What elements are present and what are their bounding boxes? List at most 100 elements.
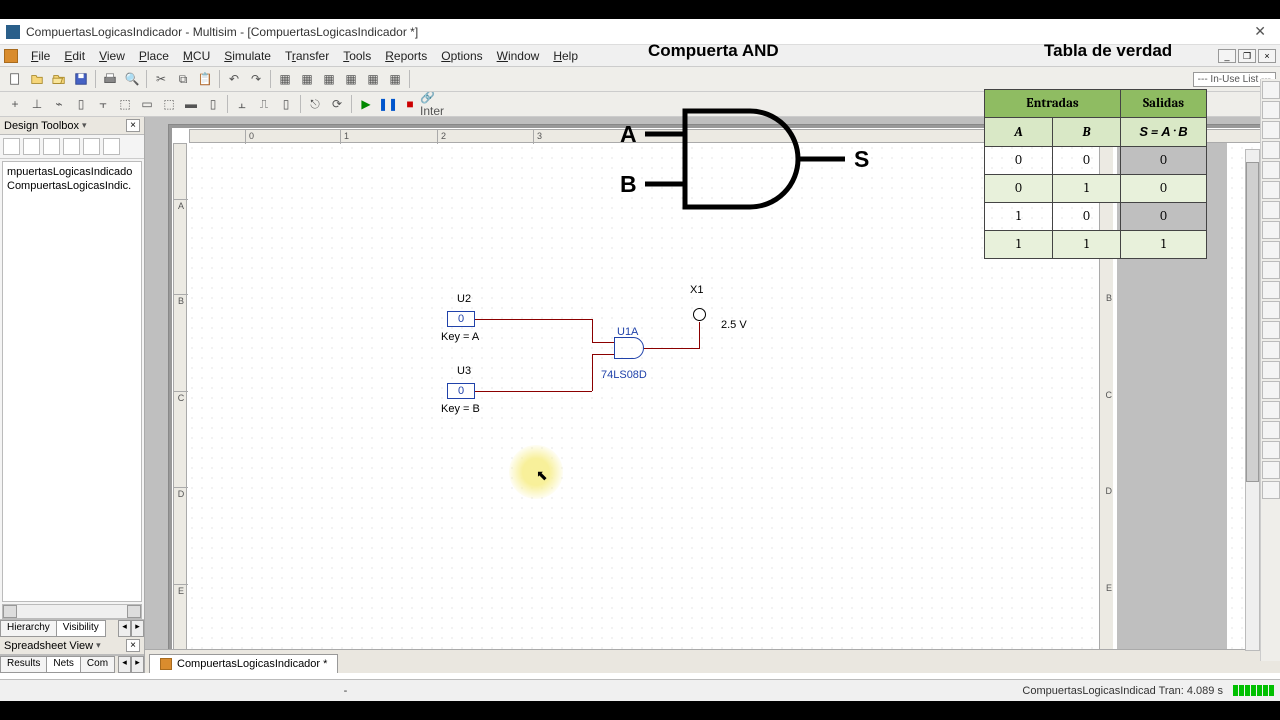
grid2-icon[interactable]: ▦ (297, 69, 317, 89)
spreadsheet-close-icon[interactable]: × (126, 639, 140, 652)
menu-simulate[interactable]: Simulate (217, 47, 278, 65)
menu-tools[interactable]: Tools (336, 47, 378, 65)
comp1-icon[interactable]: ⊥ (27, 94, 47, 114)
grid3-icon[interactable]: ▦ (319, 69, 339, 89)
run-icon[interactable]: ▶ (356, 94, 376, 114)
place-icon[interactable]: + (5, 94, 25, 114)
instr-icon[interactable] (1262, 201, 1280, 219)
menu-reports[interactable]: Reports (378, 47, 434, 65)
menu-file[interactable]: File (24, 47, 57, 65)
undo-icon[interactable]: ↶ (224, 69, 244, 89)
comp12-icon[interactable]: ▯ (276, 94, 296, 114)
comp5-icon[interactable]: ⬚ (115, 94, 135, 114)
instr-icon[interactable] (1262, 281, 1280, 299)
redo-icon[interactable]: ↷ (246, 69, 266, 89)
instr-icon[interactable] (1262, 341, 1280, 359)
print-icon[interactable] (100, 69, 120, 89)
instr-icon[interactable] (1262, 161, 1280, 179)
interactive-icon[interactable]: 🔗 Inter (422, 94, 442, 114)
instr-icon[interactable] (1262, 141, 1280, 159)
comp9-icon[interactable]: ▯ (203, 94, 223, 114)
mdi-min-icon[interactable]: _ (1218, 49, 1236, 63)
tbico1-icon[interactable] (3, 138, 20, 155)
tbico5-icon[interactable] (83, 138, 100, 155)
file-tab[interactable]: CompuertasLogicasIndicador * (149, 654, 338, 673)
tab-prev-icon[interactable]: ◂ (118, 620, 131, 637)
instr-icon[interactable] (1262, 81, 1280, 99)
instr-icon[interactable] (1262, 401, 1280, 419)
close-icon[interactable]: ✕ (1246, 23, 1274, 40)
instr-icon[interactable] (1262, 241, 1280, 259)
comp7-icon[interactable]: ⬚ (159, 94, 179, 114)
instr-icon[interactable] (1262, 321, 1280, 339)
instr-icon[interactable] (1262, 421, 1280, 439)
comp10-icon[interactable]: ⫠ (232, 94, 252, 114)
comp6-icon[interactable]: ▭ (137, 94, 157, 114)
comp2-icon[interactable]: ⌁ (49, 94, 69, 114)
menu-view[interactable]: View (92, 47, 132, 65)
comp4-icon[interactable]: ⫟ (93, 94, 113, 114)
tab-next-icon[interactable]: ▸ (131, 620, 144, 637)
pause-icon[interactable]: ❚❚ (378, 94, 398, 114)
new-icon[interactable] (5, 69, 25, 89)
tab-nets[interactable]: Nets (46, 656, 81, 673)
mdi-close-icon[interactable]: × (1258, 49, 1276, 63)
scroll-thumb[interactable] (1246, 162, 1259, 482)
tree-item[interactable]: CompuertasLogicasIndic. (5, 179, 139, 193)
instr-icon[interactable] (1262, 261, 1280, 279)
switch-u3[interactable]: 0 (447, 383, 475, 399)
tree-hscroll[interactable] (2, 604, 142, 619)
cut-icon[interactable]: ✂ (151, 69, 171, 89)
instr-icon[interactable] (1262, 441, 1280, 459)
tab-prev-icon[interactable]: ◂ (118, 656, 131, 673)
toolbox-close-icon[interactable]: × (126, 119, 140, 132)
tbico3-icon[interactable] (43, 138, 60, 155)
menu-help[interactable]: Help (546, 47, 585, 65)
canvas-vscroll[interactable] (1245, 149, 1260, 651)
comp13-icon[interactable]: ⎋ (305, 94, 325, 114)
grid5-icon[interactable]: ▦ (363, 69, 383, 89)
paste-icon[interactable]: 📋 (195, 69, 215, 89)
grid1-icon[interactable]: ▦ (275, 69, 295, 89)
comp14-icon[interactable]: ⟳ (327, 94, 347, 114)
grid4-icon[interactable]: ▦ (341, 69, 361, 89)
tab-visibility[interactable]: Visibility (56, 620, 106, 637)
save-icon[interactable] (71, 69, 91, 89)
design-tree[interactable]: mpuertasLogicasIndicado CompuertasLogica… (2, 161, 142, 602)
preview-icon[interactable]: 🔍 (122, 69, 142, 89)
instr-icon[interactable] (1262, 301, 1280, 319)
menu-transfer[interactable]: Transfer (278, 47, 336, 65)
comp3-icon[interactable]: ▯ (71, 94, 91, 114)
menu-window[interactable]: Window (490, 47, 547, 65)
grid6-icon[interactable]: ▦ (385, 69, 405, 89)
tbico4-icon[interactable] (63, 138, 80, 155)
tbico2-icon[interactable] (23, 138, 40, 155)
tab-hierarchy[interactable]: Hierarchy (0, 620, 57, 637)
instr-icon[interactable] (1262, 481, 1280, 499)
instr-icon[interactable] (1262, 101, 1280, 119)
instr-icon[interactable] (1262, 121, 1280, 139)
open-icon[interactable] (27, 69, 47, 89)
instr-icon[interactable] (1262, 381, 1280, 399)
probe-x1[interactable] (693, 308, 706, 321)
open2-icon[interactable] (49, 69, 69, 89)
stop-icon[interactable]: ■ (400, 94, 420, 114)
comp8-icon[interactable]: ▬ (181, 94, 201, 114)
and-gate[interactable] (614, 337, 644, 359)
menu-place[interactable]: Place (132, 47, 176, 65)
pin-icon[interactable]: ▾ (82, 120, 87, 131)
instr-icon[interactable] (1262, 461, 1280, 479)
instr-icon[interactable] (1262, 361, 1280, 379)
menu-options[interactable]: Options (434, 47, 489, 65)
tbico6-icon[interactable] (103, 138, 120, 155)
switch-u2[interactable]: 0 (447, 311, 475, 327)
menu-edit[interactable]: Edit (57, 47, 92, 65)
instr-icon[interactable] (1262, 221, 1280, 239)
tab-com[interactable]: Com (80, 656, 115, 673)
tree-item[interactable]: mpuertasLogicasIndicado (5, 165, 139, 179)
tab-next-icon[interactable]: ▸ (131, 656, 144, 673)
mdi-max-icon[interactable]: ❐ (1238, 49, 1256, 63)
tab-results[interactable]: Results (0, 656, 47, 673)
comp11-icon[interactable]: ⎍ (254, 94, 274, 114)
instr-icon[interactable] (1262, 181, 1280, 199)
